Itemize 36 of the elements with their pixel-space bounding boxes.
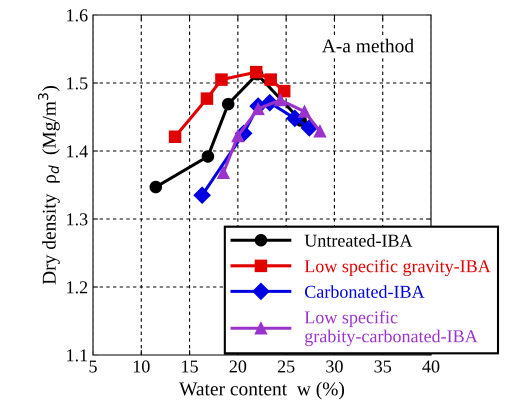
point xyxy=(202,150,214,163)
point xyxy=(168,130,182,143)
point xyxy=(217,166,230,180)
annotation: A-a method xyxy=(322,38,414,52)
point xyxy=(298,105,311,118)
y-tick-label: 1.5 xyxy=(67,77,88,90)
y-tick-label: 1.2 xyxy=(67,281,88,294)
point xyxy=(150,180,162,194)
legend-label: Low specific grabity-carbonated-IBA xyxy=(304,310,478,346)
point xyxy=(194,186,211,204)
x-tick-label: 25 xyxy=(278,360,294,373)
y-tick-label: 1.6 xyxy=(67,9,88,22)
x-tick-label: 5 xyxy=(90,360,97,373)
y-tick-label: 1.1 xyxy=(67,349,88,362)
x-tick-label: 15 xyxy=(182,360,198,373)
point xyxy=(314,125,326,138)
point xyxy=(286,110,304,127)
point xyxy=(278,84,290,98)
x-axis-title: Water content w (%) xyxy=(179,382,344,400)
x-tick-label: 30 xyxy=(326,360,343,373)
point xyxy=(274,94,287,106)
legend-label: Untreated-IBA xyxy=(304,234,412,247)
x-tick-label: 35 xyxy=(374,360,392,373)
x-tick-label: 10 xyxy=(134,360,150,373)
point xyxy=(300,119,318,136)
legend-label: Carbonated-IBA xyxy=(305,285,424,298)
point xyxy=(264,73,277,86)
y-tick-label: 1.3 xyxy=(67,213,88,226)
y-tick-label: 1.4 xyxy=(67,145,88,158)
x-tick-label: 40 xyxy=(422,360,440,373)
x-tick-label: 20 xyxy=(230,360,246,373)
point xyxy=(215,73,228,86)
legend-label: Low specific gravity-IBA xyxy=(304,259,491,276)
point xyxy=(200,92,214,105)
y-axis-title: Dry density ρ$_{d}$ (Mg/m$^{3}$) xyxy=(38,86,60,284)
point xyxy=(222,98,234,110)
